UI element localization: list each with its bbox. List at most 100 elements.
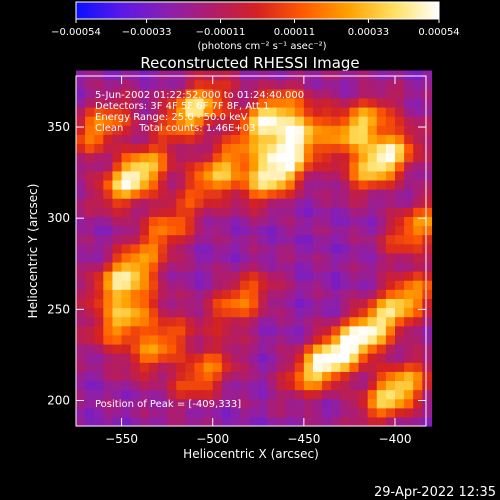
heatmap-cell (249, 416, 259, 427)
heatmap-cell (103, 343, 114, 354)
annotation-detectors: Detectors: 3F 4F 5F 6F 7F 8F, Att 1 (95, 101, 269, 112)
heatmap-cell (340, 179, 351, 190)
heatmap-cell (203, 134, 214, 145)
heatmap-cell (385, 189, 396, 199)
heatmap-cell (103, 289, 114, 299)
heatmap-cell (130, 380, 141, 391)
heatmap-cell (185, 88, 196, 99)
heatmap-cell (267, 234, 278, 245)
heatmap-cell (331, 79, 341, 90)
heatmap-cell (322, 380, 332, 391)
heatmap-cell (240, 106, 250, 117)
heatmap-cell (285, 152, 296, 163)
heatmap-cell (121, 252, 132, 263)
heatmap-cell (230, 79, 241, 90)
heatmap-cell (103, 271, 114, 281)
heatmap-cell (85, 170, 95, 181)
heatmap-cell (404, 389, 414, 400)
heatmap-cell (422, 389, 433, 400)
heatmap-cell (276, 116, 287, 126)
heatmap-cell (230, 307, 241, 318)
heatmap-cell (221, 271, 232, 281)
heatmap-cell (112, 152, 123, 163)
heatmap-cell (340, 325, 351, 336)
heatmap-cell (230, 271, 241, 281)
heatmap-cell (395, 88, 405, 99)
heatmap-cell (294, 79, 305, 90)
heatmap-cell (312, 398, 323, 409)
heatmap-cell (413, 389, 423, 400)
heatmap-cell (76, 325, 86, 336)
heatmap-cell (294, 362, 305, 372)
heatmap-cell (85, 161, 95, 172)
heatmap-cell (139, 97, 150, 108)
heatmap-cell (376, 252, 387, 263)
heatmap-cell (376, 289, 387, 299)
heatmap-cell (212, 316, 223, 327)
heatmap-cell (422, 362, 433, 372)
heatmap-cell (258, 298, 268, 309)
heatmap-cell (395, 334, 405, 345)
heatmap-cell (312, 380, 323, 391)
heatmap-cell (358, 343, 369, 354)
heatmap-cell (212, 243, 223, 254)
heatmap-cell (185, 380, 196, 391)
heatmap-cell (249, 289, 259, 299)
heatmap-cell (203, 261, 214, 272)
heatmap-cell (367, 116, 378, 126)
heatmap-cell (303, 179, 314, 190)
heatmap-cell (103, 97, 114, 108)
heatmap-cell (112, 380, 123, 391)
heatmap-cell (267, 298, 278, 309)
heatmap-cell (422, 371, 433, 382)
heatmap-cell (385, 416, 396, 427)
heatmap-cell (312, 371, 323, 382)
heatmap-cell (422, 79, 433, 90)
heatmap-cell (331, 70, 341, 81)
heatmap-cell (367, 79, 378, 90)
heatmap-cell (158, 143, 168, 154)
heatmap-cell (240, 216, 250, 227)
heatmap-cell (285, 389, 296, 400)
heatmap-cell (112, 88, 123, 99)
heatmap-cell (167, 116, 177, 126)
heatmap-cell (167, 152, 177, 163)
heatmap-cell (276, 407, 287, 418)
heatmap-cell (194, 106, 205, 117)
heatmap-cell (148, 198, 159, 208)
heatmap-cell (203, 116, 214, 126)
heatmap-cell (322, 70, 332, 81)
heatmap-cell (249, 152, 259, 163)
heatmap-cell (121, 88, 132, 99)
heatmap-cell (258, 125, 268, 135)
heatmap-cell (148, 271, 159, 281)
heatmap-cell (395, 325, 405, 336)
heatmap-cell (185, 407, 196, 418)
heatmap-cell (285, 380, 296, 391)
heatmap-cell (240, 116, 250, 126)
heatmap-cell (322, 116, 332, 126)
heatmap-cell (294, 106, 305, 117)
heatmap-cell (422, 125, 433, 135)
heatmap-cell (294, 343, 305, 354)
heatmap-cell (221, 261, 232, 272)
heatmap-cell (221, 307, 232, 318)
heatmap-cell (158, 116, 168, 126)
heatmap-cell (267, 125, 278, 135)
heatmap-cell (422, 353, 433, 363)
heatmap-cell (230, 97, 241, 108)
heatmap-cell (267, 243, 278, 254)
heatmap-cell (312, 289, 323, 299)
heatmap-cell (395, 371, 405, 382)
heatmap-cell (358, 252, 369, 263)
heatmap-cell (349, 271, 360, 281)
heatmap-cell (94, 334, 104, 345)
heatmap-cell (121, 225, 132, 236)
heatmap-cell (212, 216, 223, 227)
heatmap-cell (112, 225, 123, 236)
heatmap-cell (349, 97, 360, 108)
heatmap-cell (367, 125, 378, 135)
heatmap-cell (76, 70, 86, 81)
heatmap-cell (158, 79, 168, 90)
